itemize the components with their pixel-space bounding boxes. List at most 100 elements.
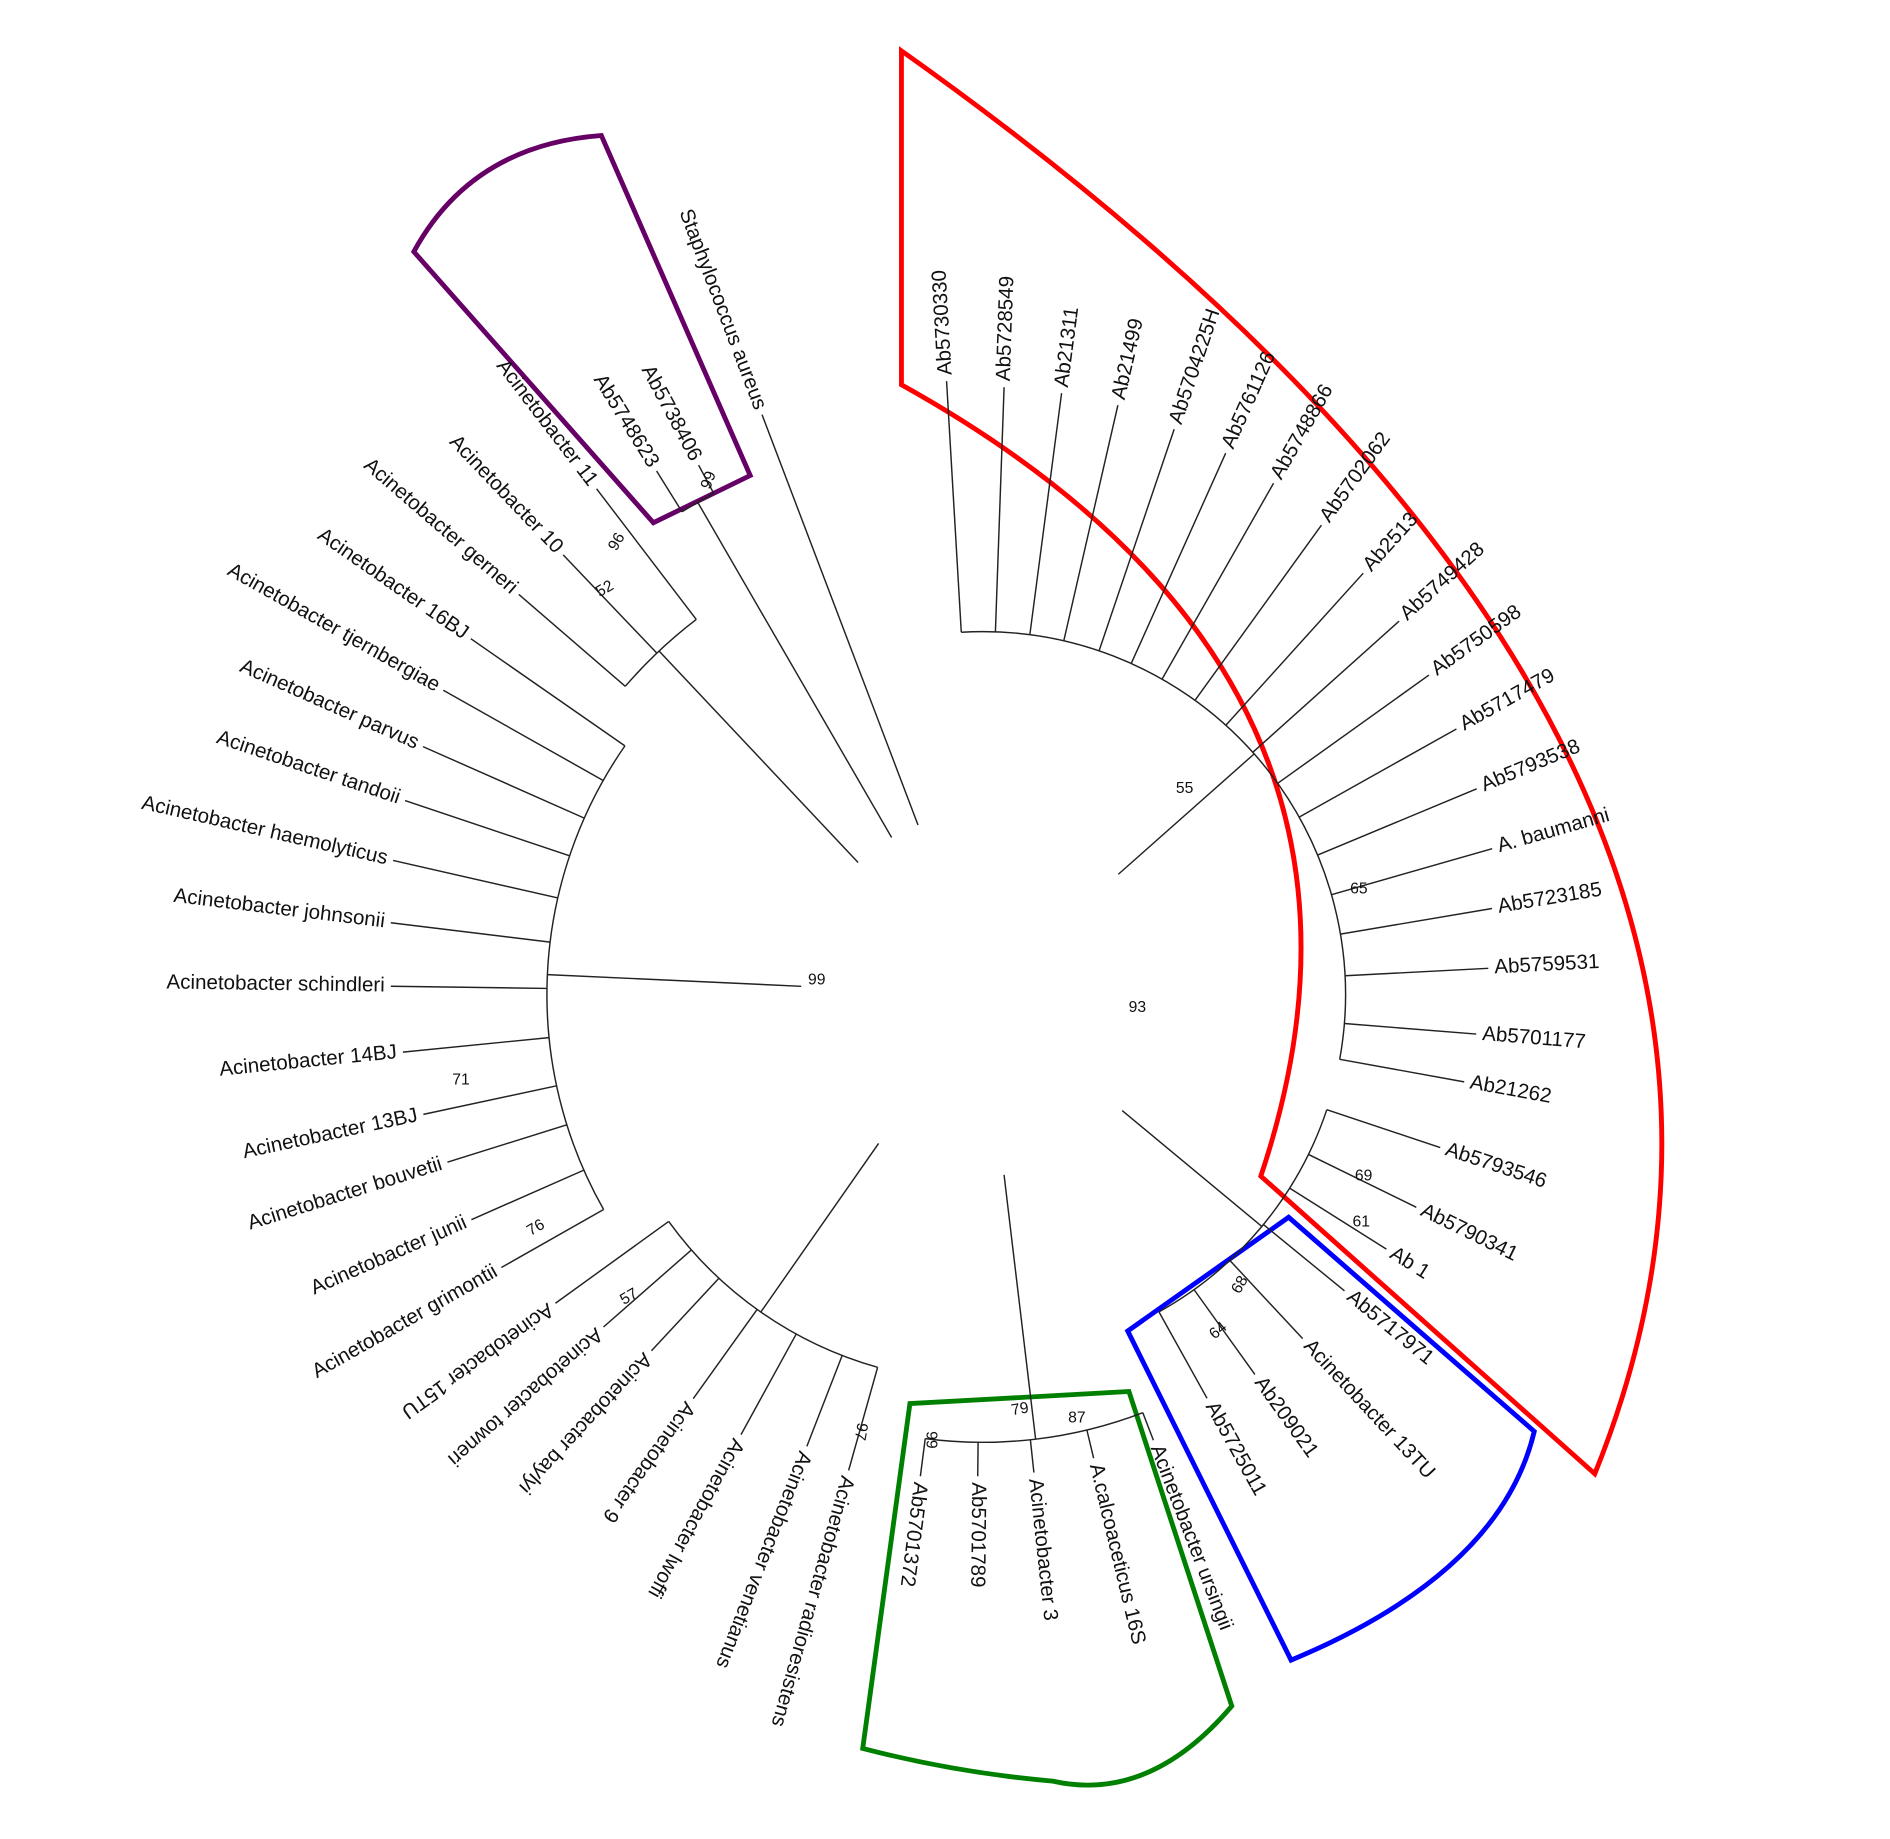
leaf-label: Ab5750598 <box>1427 600 1526 680</box>
branch <box>1331 847 1493 896</box>
branch <box>740 1333 797 1435</box>
branch-arc <box>624 618 697 687</box>
branch <box>1262 1223 1345 1292</box>
branch <box>1344 1022 1477 1035</box>
leaf-label: Ab5717479 <box>1456 664 1559 736</box>
leaf-label: Acinetobacter ursingii <box>1146 1441 1238 1633</box>
branch <box>1086 1429 1095 1459</box>
branch <box>442 689 604 782</box>
branch <box>655 470 683 513</box>
bootstrap-value: 76 <box>524 1216 548 1240</box>
leaf-label: Ab5793546 <box>1443 1138 1550 1193</box>
branch <box>1308 1153 1417 1208</box>
leaf-label: Ab5717971 <box>1343 1285 1439 1369</box>
branch <box>562 554 658 654</box>
branch <box>650 1277 720 1352</box>
branch <box>945 381 963 633</box>
bootstrap-value: 55 <box>1176 780 1194 797</box>
leaf-label: Ab5701177 <box>1481 1022 1586 1053</box>
leaf-label: Acinetobacter schindleri <box>166 970 385 996</box>
leaf-label: Ab5704225H <box>1164 306 1224 427</box>
leaf-label: Acinetobacter haemolyticus <box>140 791 390 869</box>
branch <box>555 1220 670 1304</box>
branch <box>1158 1311 1208 1399</box>
leaf-label: Ab2513 <box>1358 508 1423 576</box>
branch <box>761 414 919 826</box>
branch <box>994 387 1005 632</box>
stem <box>760 1143 880 1313</box>
stem <box>1117 753 1255 875</box>
branch <box>1252 620 1400 753</box>
branch <box>390 922 551 943</box>
stem <box>697 501 893 838</box>
leaf-label: Acinetobacter bouvetii <box>245 1152 445 1234</box>
branch <box>1029 393 1063 635</box>
stem <box>1003 1174 1037 1440</box>
branch <box>447 1124 568 1163</box>
branch-arc <box>961 630 1347 1060</box>
branch <box>1194 524 1322 701</box>
branch <box>470 638 626 747</box>
leaf-label: Acinetobacter johnsonii <box>172 884 386 932</box>
branch <box>1340 907 1493 935</box>
branch <box>1326 1108 1441 1149</box>
branch <box>1298 728 1457 818</box>
leaf-label: Ab5701789 <box>966 1482 990 1587</box>
leaf-label: Ab21311 <box>1050 305 1083 388</box>
leaf-label: Ab5790341 <box>1417 1199 1522 1266</box>
clade-red <box>899 46 1665 1478</box>
leaf-label: Acinetobacter 13BJ <box>240 1103 419 1163</box>
branch <box>402 1036 550 1053</box>
branch-arc <box>668 1220 878 1369</box>
bootstrap-value: 64 <box>1206 1318 1231 1342</box>
branch <box>1142 1412 1155 1441</box>
tree: Staphylococcus aureusAb5738406Ab5748623A… <box>140 46 1665 1788</box>
leaf-label: Acinetobacter 3 <box>1024 1477 1062 1622</box>
branch <box>1277 674 1430 784</box>
leaf-label: Acinetobacter towneri <box>443 1323 607 1471</box>
leaf-label: Staphylococcus aureus <box>675 206 772 413</box>
leaf-label: Ab5730330 <box>928 269 957 375</box>
bootstrap-value: 68 <box>1228 1273 1252 1297</box>
leaf-label: Acinetobacter 11 <box>492 355 603 490</box>
branch <box>471 1169 585 1221</box>
leaf-label: Ab5759531 <box>1494 950 1600 978</box>
branch <box>1225 572 1364 726</box>
leaf-label: Ab5725011 <box>1201 1397 1272 1499</box>
leaf-label: Ab5793538 <box>1477 734 1583 796</box>
branch <box>1029 1439 1035 1473</box>
bootstrap-value: 65 <box>1350 881 1368 898</box>
clade-blue <box>1124 1214 1537 1664</box>
branch <box>1344 967 1489 977</box>
branch <box>1289 1187 1387 1250</box>
leaf-label: Ab5728549 <box>992 276 1019 382</box>
bootstrap-value: 93 <box>1129 999 1147 1016</box>
leaf-label: Ab209021 <box>1250 1372 1323 1462</box>
bootstrap-value: 79 <box>1010 1399 1030 1419</box>
branch <box>919 1438 926 1477</box>
branch <box>501 1208 604 1269</box>
leaf-label: Ab 1 <box>1386 1242 1434 1284</box>
bootstrap-value: 69 <box>1355 1167 1372 1184</box>
leaf-label: Ab21262 <box>1468 1071 1553 1108</box>
clade-green <box>860 1388 1235 1788</box>
bootstrap-value: 52 <box>593 577 617 600</box>
branch <box>1130 452 1227 664</box>
leaf-label: Acinetobacter tandoii <box>214 726 403 809</box>
branch <box>390 985 547 990</box>
bootstrap-value: 71 <box>452 1072 469 1089</box>
branch <box>692 1309 758 1400</box>
branch <box>1161 482 1275 680</box>
bootstrap-value: 61 <box>1353 1213 1370 1230</box>
branch <box>392 859 558 899</box>
branch <box>603 1249 692 1328</box>
branch <box>423 1085 557 1116</box>
leaf-label: Acinetobacter 9 <box>598 1398 700 1528</box>
bootstrap-value: 99 <box>698 469 720 491</box>
branch <box>1317 788 1477 856</box>
leaf-label: Ab5761126 <box>1217 348 1280 452</box>
leaf-label: Ab5701372 <box>896 1481 932 1588</box>
leaf-label: Ab21499 <box>1107 316 1148 401</box>
